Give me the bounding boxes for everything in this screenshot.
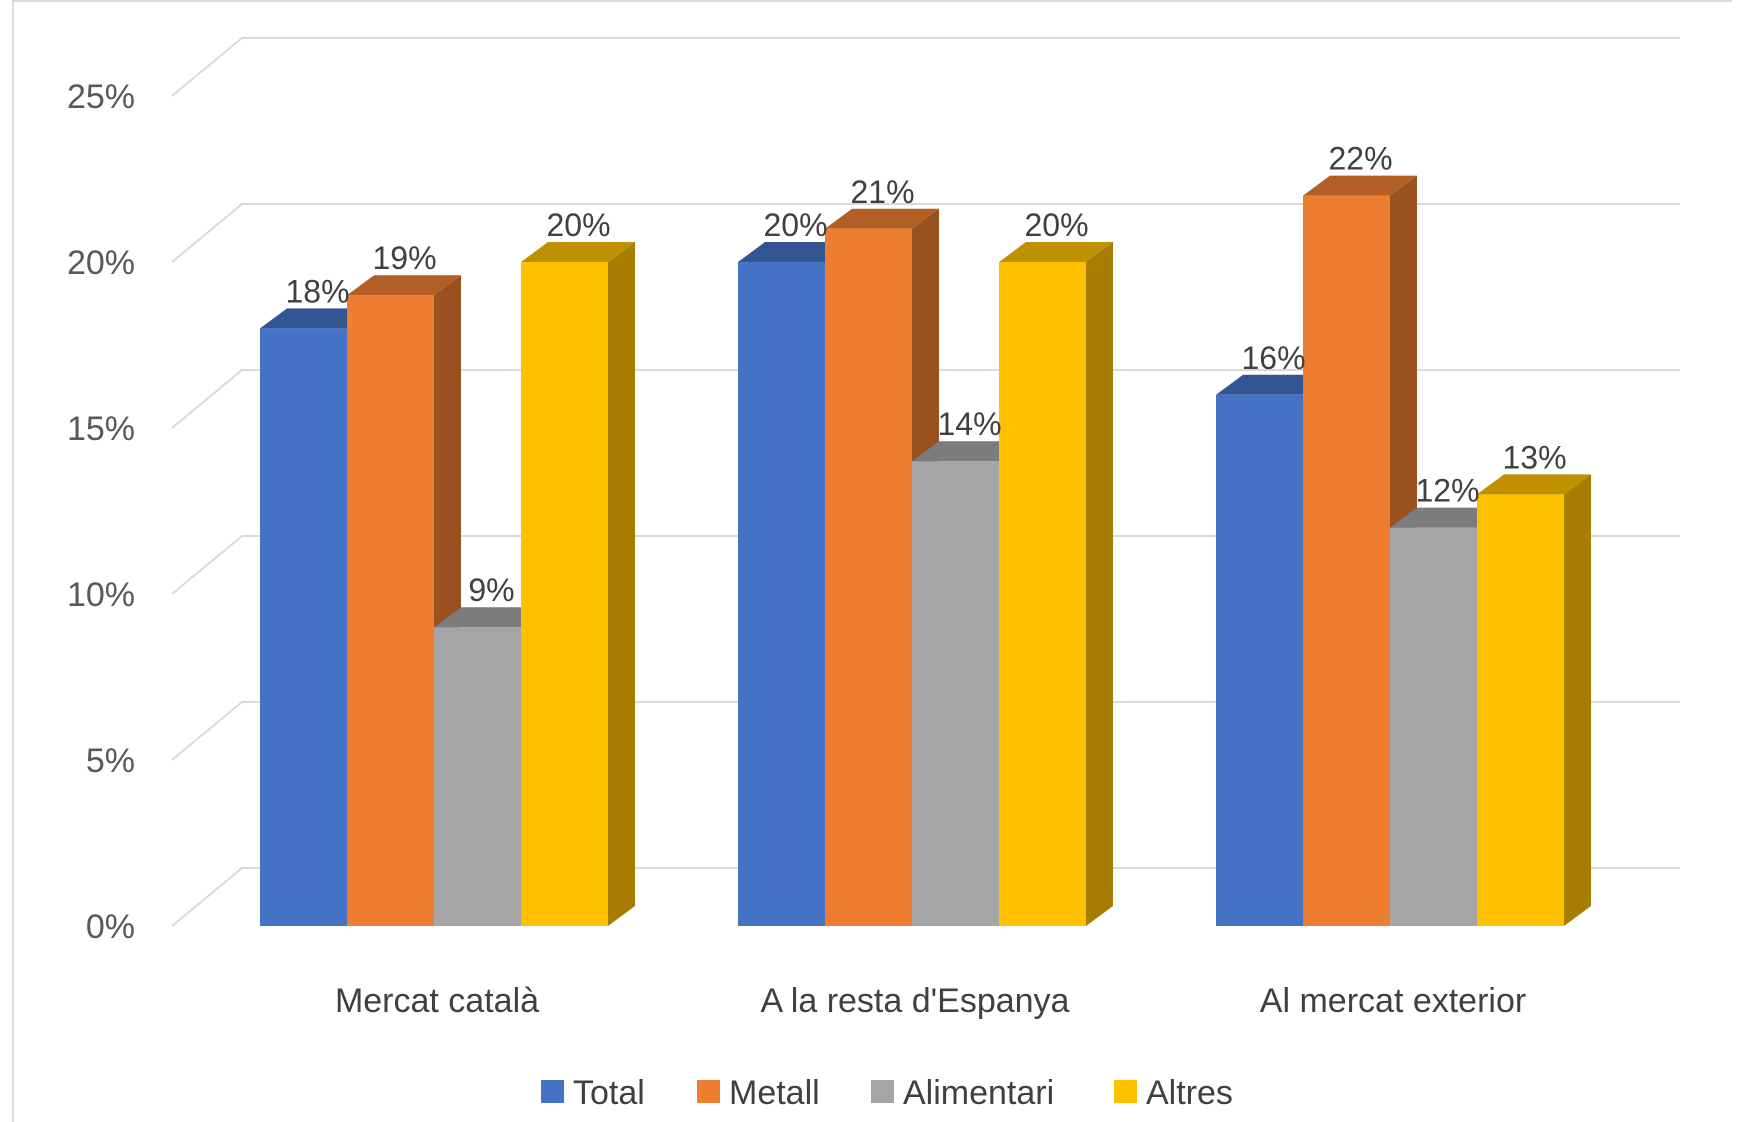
bar [347, 275, 461, 926]
x-category-label: Mercat català [335, 982, 539, 1020]
x-axis-categories: Mercat català A la resta d'Espanya Al merc… [335, 982, 1526, 1020]
data-label: 20% [546, 207, 610, 243]
data-label: 16% [1241, 340, 1305, 376]
legend-item: Total [541, 1074, 645, 1112]
gridline [171, 369, 1680, 429]
y-tick-label: 15% [67, 410, 135, 448]
bar-top [1477, 474, 1591, 495]
x-category-label: A la resta d'Espanya [761, 982, 1070, 1020]
y-tick-label: 0% [86, 908, 135, 946]
bar-front [1216, 394, 1303, 926]
gridline [171, 701, 1680, 761]
legend-swatch [1114, 1080, 1137, 1103]
legend-item: Altres [1114, 1074, 1233, 1112]
legend-label: Total [573, 1074, 645, 1112]
data-label: 12% [1415, 473, 1479, 509]
bar-side [608, 242, 635, 926]
bars [260, 175, 1591, 927]
gridline [171, 37, 1680, 97]
bar-front [1477, 494, 1564, 926]
y-axis-ticks: 0% 5% 10% 15% 20% 25% [67, 78, 135, 946]
bar-side [1086, 242, 1113, 926]
bar-top [1390, 507, 1504, 528]
bar-top [521, 242, 635, 262]
legend-label: Metall [729, 1074, 820, 1112]
legend-label: Alimentari [903, 1074, 1054, 1112]
bar-top [1303, 175, 1417, 196]
bar [999, 242, 1113, 926]
bar-top [825, 208, 939, 229]
data-label: 13% [1502, 439, 1566, 475]
data-label: 9% [468, 572, 514, 608]
legend-label: Altres [1146, 1074, 1233, 1112]
bar-top [260, 308, 374, 329]
legend-swatch [871, 1080, 894, 1103]
gridlines [171, 37, 1680, 927]
gridline [171, 867, 1680, 927]
x-category-label: Al mercat exterior [1260, 982, 1526, 1020]
bar-front [825, 228, 912, 927]
y-tick-label: 10% [67, 576, 135, 614]
bar-front [738, 262, 825, 926]
data-label: 20% [763, 207, 827, 243]
y-tick-label: 20% [67, 244, 135, 282]
bar [521, 242, 635, 926]
bar-front [521, 262, 608, 926]
bar-top [434, 607, 548, 628]
data-label: 19% [372, 240, 436, 276]
data-label: 22% [1328, 141, 1392, 177]
bar [260, 308, 374, 926]
gridline [171, 535, 1680, 595]
bar-front [260, 328, 347, 926]
legend-item: Alimentari [871, 1074, 1054, 1112]
bar-front [999, 262, 1086, 926]
legend-swatch [697, 1080, 720, 1103]
bar-top [912, 441, 1026, 462]
bar-side [1564, 474, 1591, 926]
chart-frame [12, 0, 1732, 1122]
y-tick-label: 5% [86, 742, 135, 780]
bar-front [1303, 195, 1390, 927]
bar [1477, 474, 1591, 926]
legend-swatch [541, 1080, 564, 1103]
bar-top [347, 275, 461, 296]
data-label: 14% [937, 406, 1001, 442]
data-labels: 18% 19% 9% 20% 20% 21% 14% 20% 16% 22% 12% 13% [285, 141, 1566, 609]
bar-front [912, 461, 999, 926]
legend-item: Metall [697, 1074, 820, 1112]
bar-front [434, 627, 521, 926]
gridline [171, 203, 1680, 263]
bar-front [347, 295, 434, 926]
data-label: 20% [1024, 207, 1088, 243]
legend: Total Metall Alimentari Altres [541, 1074, 1233, 1112]
bar-front [1390, 527, 1477, 926]
bar-top [738, 242, 852, 262]
data-label: 18% [285, 273, 349, 309]
data-label: 21% [850, 174, 914, 210]
bar-top [999, 242, 1113, 262]
bar-top [1216, 374, 1330, 395]
y-tick-label: 25% [67, 78, 135, 116]
